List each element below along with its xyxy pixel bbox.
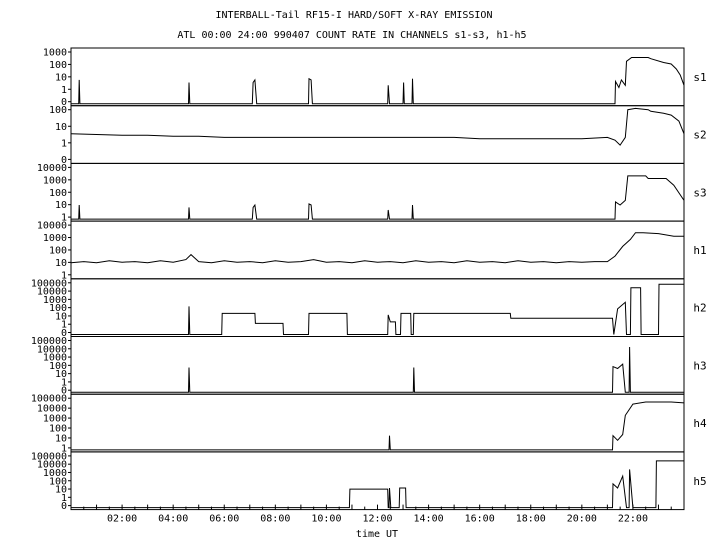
y-tick-label-h1: 1 <box>61 270 67 281</box>
x-tick-label: 12:00 <box>362 514 392 525</box>
panel-label-s1: s1 <box>693 71 706 84</box>
y-tick-label-h5: 10000 <box>37 460 67 471</box>
x-tick-label: 08:00 <box>260 514 290 525</box>
x-axis-label: time UT <box>356 529 398 540</box>
y-tick-label-h2: 1000 <box>43 295 67 306</box>
series-line-s2 <box>70 107 685 146</box>
y-tick-label-h3: 100000 <box>31 336 67 347</box>
x-tick-label: 02:00 <box>107 514 137 525</box>
y-tick-label-s2: 0 <box>61 155 67 166</box>
series-line-s3 <box>71 175 685 220</box>
y-tick-label-s1: 10 <box>55 72 67 83</box>
panel-label-s2: s2 <box>693 129 706 142</box>
y-tick-label-h3: 100 <box>49 361 67 372</box>
y-tick-label-s3: 10000 <box>37 163 67 174</box>
y-tick-label-h4: 100 <box>49 424 67 435</box>
y-tick-label-s3: 1 <box>61 213 67 224</box>
panel-label-h4: h4 <box>693 417 707 430</box>
series-line-h1 <box>70 232 684 264</box>
y-tick-label-s1: 0 <box>61 97 67 108</box>
y-tick-label-h3: 10 <box>55 369 67 380</box>
y-tick-label-s3: 10 <box>55 200 67 211</box>
panel-label-h3: h3 <box>693 359 706 372</box>
series-line-s1 <box>71 57 685 105</box>
y-tick-label-h5: 100 <box>49 476 67 487</box>
y-tick-label-h1: 100 <box>49 245 67 256</box>
series-line-h5 <box>71 460 684 509</box>
y-tick-label-h2: 10 <box>55 311 67 322</box>
y-tick-label-h5: 0 <box>61 501 67 512</box>
y-tick-label-s1: 100 <box>49 60 67 71</box>
y-tick-label-h4: 1 <box>61 443 67 454</box>
y-tick-label-h5: 1000 <box>43 468 67 479</box>
x-tick-label: 16:00 <box>465 514 495 525</box>
x-tick-label: 06:00 <box>209 514 239 525</box>
panel-label-h1: h1 <box>693 244 706 257</box>
y-tick-label-h3: 0 <box>61 386 67 397</box>
y-tick-label-h5: 100000 <box>31 451 67 462</box>
y-tick-label-s2: 1 <box>61 138 67 149</box>
y-tick-label-s2: 100 <box>49 105 67 116</box>
x-tick-label: 14:00 <box>414 514 444 525</box>
chart-subtitle: ATL 00:00 24:00 990407 COUNT RATE IN CHA… <box>177 30 526 41</box>
panel-label-h2: h2 <box>693 302 706 315</box>
x-tick-label: 22:00 <box>618 514 648 525</box>
y-tick-label-h2: 100000 <box>31 278 67 289</box>
y-tick-label-h4: 10000 <box>37 404 67 415</box>
y-tick-label-h1: 1000 <box>43 233 67 244</box>
x-tick-label: 10:00 <box>311 514 341 525</box>
y-tick-label-s3: 100 <box>49 188 67 199</box>
x-tick-label: 20:00 <box>567 514 597 525</box>
y-tick-label-s1: 1000 <box>43 48 67 59</box>
x-tick-label: 04:00 <box>158 514 188 525</box>
y-tick-label-h4: 10 <box>55 433 67 444</box>
x-tick-label: 18:00 <box>516 514 546 525</box>
series-line-h4 <box>71 401 685 451</box>
series-line-h3 <box>71 346 684 393</box>
y-tick-label-h2: 100 <box>49 303 67 314</box>
panels-group: 10001001010s11001010s2100001000100101s31… <box>31 47 707 512</box>
panel-label-s3: s3 <box>693 186 706 199</box>
y-tick-label-s2: 10 <box>55 122 67 133</box>
y-tick-label-h5: 10 <box>55 485 67 496</box>
y-tick-label-h1: 10000 <box>37 221 67 232</box>
y-tick-label-h4: 1000 <box>43 414 67 425</box>
y-tick-label-h1: 10 <box>55 258 67 269</box>
y-tick-label-h3: 1 <box>61 377 67 388</box>
y-tick-label-h4: 100000 <box>31 394 67 405</box>
y-tick-label-s1: 1 <box>61 85 67 96</box>
y-tick-label-h2: 0 <box>61 328 67 339</box>
y-tick-label-h2: 1 <box>61 320 67 331</box>
chart-title: INTERBALL-Tail RF15-I HARD/SOFT X-RAY EM… <box>216 10 493 21</box>
y-tick-label-h5: 1 <box>61 493 67 504</box>
y-tick-label-s3: 1000 <box>43 175 67 186</box>
y-tick-label-h3: 1000 <box>43 353 67 364</box>
series-line-h2 <box>71 283 684 335</box>
x-axis: 02:00 04:00 06:00 08:00 10:00 12:00 14:00 16:00… <box>83 504 672 525</box>
panel-label-h5: h5 <box>693 475 706 488</box>
y-tick-label-h3: 10000 <box>37 344 67 355</box>
y-tick-label-h2: 10000 <box>37 287 67 298</box>
